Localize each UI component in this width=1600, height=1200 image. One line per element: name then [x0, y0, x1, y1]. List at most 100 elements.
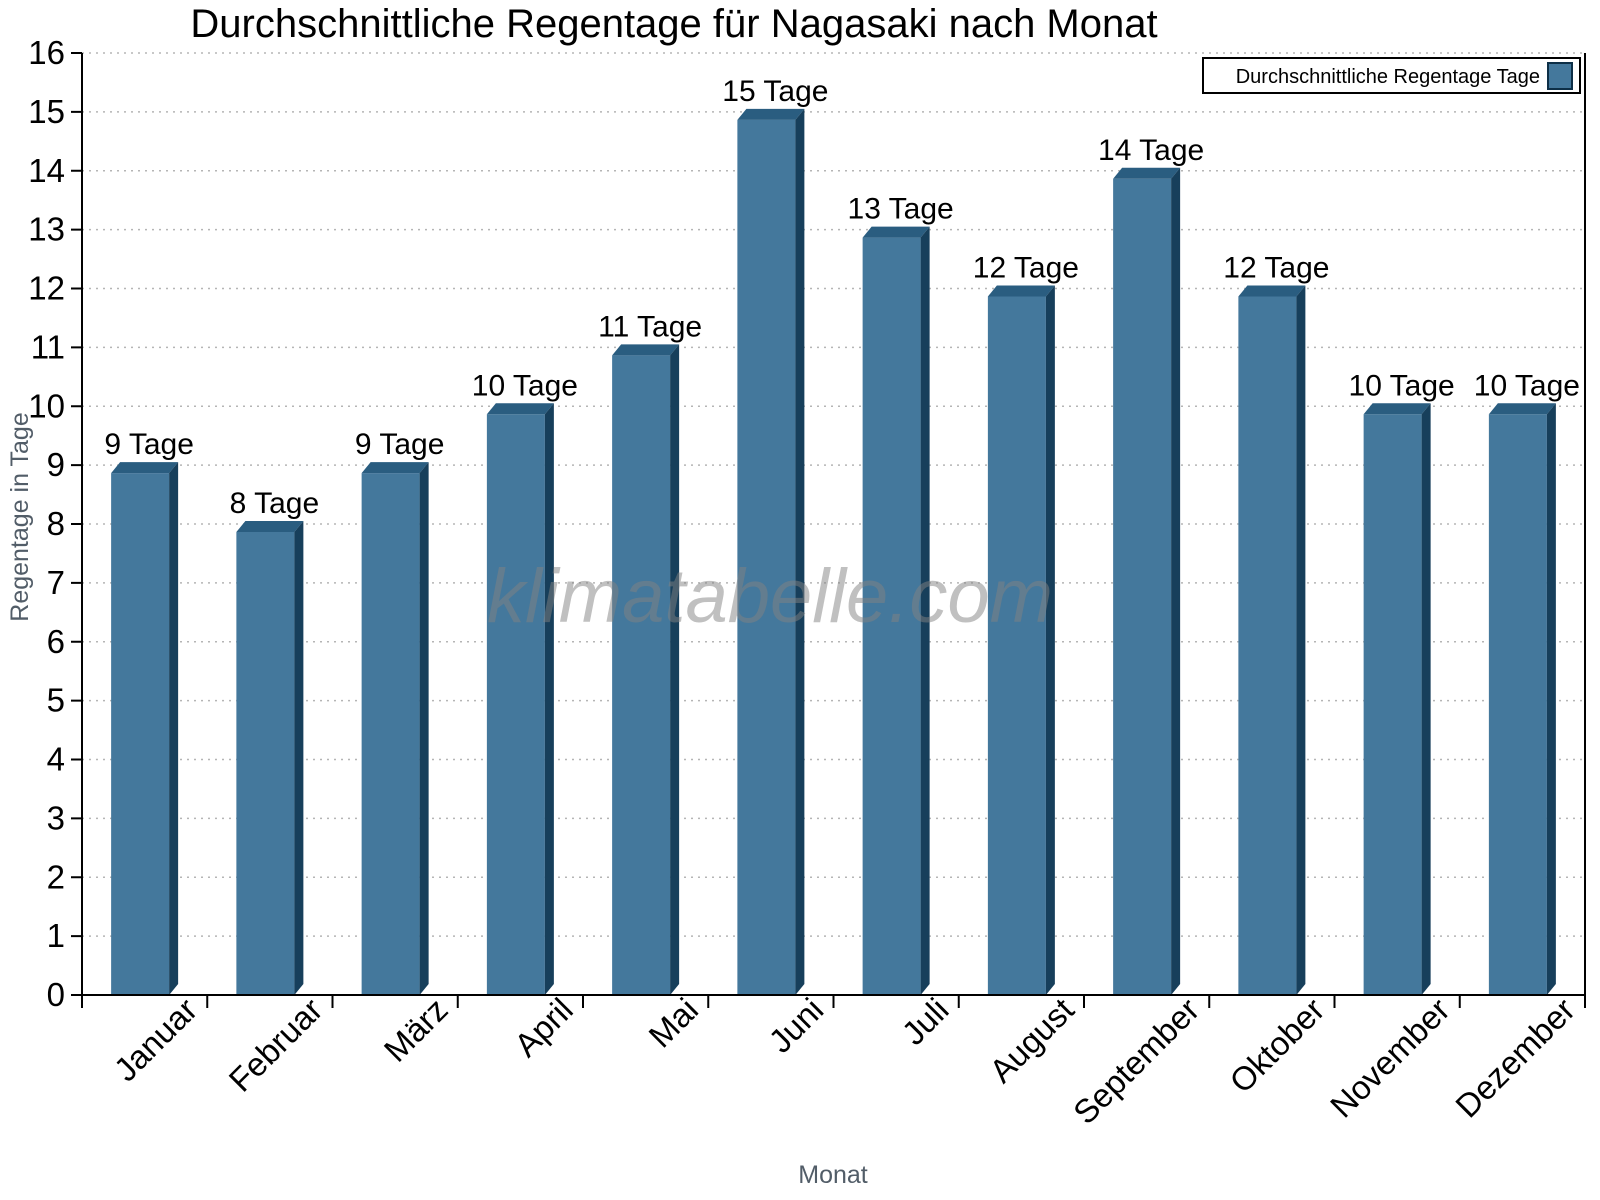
y-tick-label: 9 [47, 446, 65, 483]
y-tick-label: 6 [47, 623, 65, 660]
bar-side-bevel [544, 403, 554, 995]
bar-mai [612, 344, 680, 995]
point-label: 9 Tage [355, 428, 445, 461]
point-label: 8 Tage [230, 487, 320, 520]
x-tick-label-februar: Februar [222, 991, 330, 1099]
bar-side-bevel [1421, 403, 1431, 995]
x-tick-label-november: November [1323, 991, 1457, 1125]
x-tick-label-august: August [982, 991, 1081, 1090]
bar-top-bevel [987, 285, 1055, 297]
y-ticks [71, 52, 82, 996]
bar-face [361, 473, 420, 995]
bar-side-bevel [1296, 285, 1306, 995]
watermark: klimatabelle.com [487, 554, 1053, 639]
point-label: 12 Tage [1223, 252, 1329, 285]
bar-face [236, 532, 295, 995]
bar-face [1363, 414, 1422, 995]
y-tick-label: 11 [31, 328, 65, 365]
point-label: 11 Tage [598, 310, 702, 343]
y-tick-label: 10 [28, 387, 65, 424]
chart-title: Durchschnittliche Regentage für Nagasaki… [190, 2, 1157, 46]
y-tick-label: 4 [47, 741, 65, 778]
point-label: 9 Tage [104, 428, 194, 461]
bar-top-bevel [737, 108, 805, 120]
point-label: 13 Tage [848, 193, 954, 226]
bar-side-bevel [294, 521, 304, 995]
point-label: 15 Tage [722, 75, 828, 108]
y-tick-label: 13 [28, 211, 65, 248]
y-tick-label: 16 [28, 34, 65, 71]
y-tick-label: 15 [28, 93, 65, 130]
bar-side-bevel [419, 462, 429, 995]
point-label: 14 Tage [1098, 134, 1204, 167]
bar-juli [862, 226, 930, 995]
y-tick-label: 2 [47, 858, 65, 895]
y-tick-label: 5 [47, 682, 65, 719]
bar-märz [361, 462, 429, 995]
point-label: 12 Tage [973, 252, 1079, 285]
y-tick-label: 8 [47, 505, 65, 542]
legend: Durchschnittliche Regentage Tage [1202, 57, 1581, 94]
y-tick-label: 12 [28, 270, 65, 307]
point-label: 10 Tage [1349, 369, 1455, 402]
legend-swatch [1547, 62, 1573, 90]
bar-top-bevel [862, 226, 930, 238]
x-tick-label-juni: Juni [761, 991, 830, 1060]
bar-top-bevel [1488, 403, 1556, 415]
point-label: 10 Tage [472, 369, 578, 402]
bar-side-bevel [795, 108, 805, 995]
bar-juni [737, 108, 805, 995]
x-tick-label-dezember: Dezember [1448, 991, 1582, 1125]
y-tick-label: 3 [47, 799, 65, 836]
bars [111, 108, 1556, 995]
x-tick-labels: Januar Februar März April Mai Juni Juli AugustS… [107, 991, 1582, 1131]
bar-top-bevel [1363, 403, 1431, 415]
bar-top-bevel [1113, 167, 1181, 179]
y-tick-label: 1 [47, 917, 65, 954]
legend-box [1202, 57, 1581, 94]
bar-top-bevel [612, 344, 680, 356]
x-tick-label-mai: Mai [641, 991, 705, 1055]
bar-face [1113, 178, 1172, 995]
x-tick-label-april: April [507, 991, 580, 1064]
bar-april [486, 403, 554, 995]
y-axis-title: Regentage in Tage [6, 412, 34, 621]
bar-face [987, 296, 1046, 995]
x-tick-label-märz: März [377, 991, 455, 1069]
point-labels: 9 Tage 8 Tage 9 Tage 10 Tage 11 Tage 15 Tage 1… [104, 75, 1580, 520]
bar-side-bevel [1546, 403, 1556, 995]
bar-top-bevel [236, 521, 304, 532]
bar-top-bevel [361, 462, 429, 474]
x-tick-label-januar: Januar [107, 991, 205, 1089]
bar-side-bevel [920, 226, 930, 995]
bar-face [612, 355, 671, 995]
bar-side-bevel [670, 344, 680, 995]
bar-september [1113, 167, 1181, 995]
bar-top-bevel [486, 403, 554, 415]
bar-side-bevel [1045, 285, 1055, 995]
bar-side-bevel [169, 462, 179, 995]
bar-november [1363, 403, 1431, 995]
bar-februar [236, 521, 304, 995]
y-tick-label: 14 [28, 152, 65, 189]
bar-face [1488, 414, 1547, 995]
point-label: 10 Tage [1474, 369, 1580, 402]
x-tick-label-oktober: Oktober [1222, 991, 1331, 1100]
x-tick-label-juli: Juli [895, 991, 956, 1052]
bar-face [862, 237, 921, 995]
y-tick-label: 7 [47, 564, 65, 601]
x-ticks [81, 995, 1586, 1008]
bar-dezember [1488, 403, 1556, 995]
bar-top-bevel [111, 462, 179, 474]
x-tick-label-september: September [1066, 991, 1206, 1131]
bar-august [987, 285, 1055, 995]
bar-side-bevel [1171, 167, 1181, 995]
bar-face [737, 119, 796, 995]
x-axis-title: Monat [798, 1161, 868, 1189]
bar-oktober [1238, 285, 1306, 995]
bar-face [1238, 296, 1297, 995]
bar-face [111, 473, 170, 995]
y-tick-label: 0 [47, 976, 65, 1013]
bar-top-bevel [1238, 285, 1306, 297]
